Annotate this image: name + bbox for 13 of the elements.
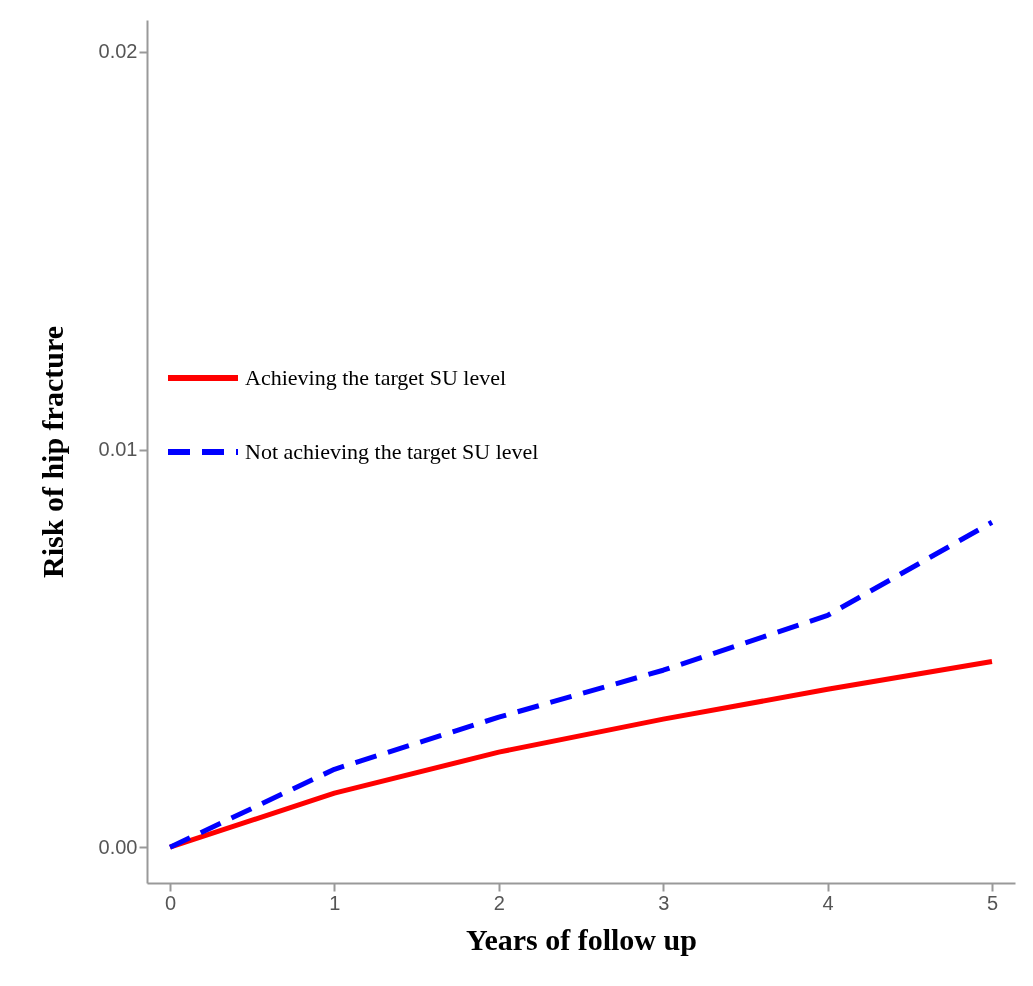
y-tick-label: 0.02 [98,40,138,63]
legend-label: Achieving the target SU level [245,365,507,390]
legend-label: Not achieving the target SU level [245,439,539,464]
x-tick-label: 1 [329,891,341,914]
x-tick-label: 2 [493,891,505,914]
x-tick-label: 0 [164,891,177,914]
y-tick-label: 0.00 [98,835,138,858]
y-tick-label: 0.01 [98,438,138,461]
x-tick-label: 4 [822,891,834,914]
x-axis-title: Years of follow up [466,922,697,956]
x-tick-label: 3 [658,891,670,914]
y-axis-title: Risk of hip fracture [35,326,69,578]
x-tick-label: 5 [986,891,999,914]
